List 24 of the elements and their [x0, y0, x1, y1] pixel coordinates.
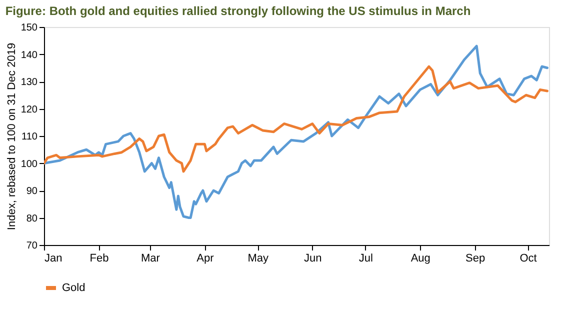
y-tick-label: 70	[26, 240, 38, 252]
x-tick-label: Jan	[44, 252, 62, 264]
x-tick-label: Mar	[140, 252, 160, 264]
y-tick-label: 120	[20, 104, 38, 116]
x-tick-label: Oct	[520, 252, 537, 264]
x-tick-label: Feb	[90, 252, 109, 264]
chart-title: Figure: Both gold and equities rallied strongly following the US stimulus in March	[5, 4, 471, 18]
x-tick-label: Apr	[196, 252, 214, 264]
x-tick-label: May	[248, 252, 270, 264]
line-series	[44, 44, 548, 219]
y-tick-label: 130	[20, 77, 38, 88]
x-tick-label: Sep	[466, 252, 486, 264]
x-tick-label: Jul	[358, 252, 373, 264]
y-tick-label: 100	[20, 158, 38, 170]
line-series	[44, 65, 548, 173]
y-tick-label: 110	[22, 132, 38, 142]
y-axis-title: Index, rebased to 100 on 31 Dec 2019	[6, 42, 18, 230]
y-tick-label: 150	[20, 22, 38, 34]
x-tick-label: Aug	[410, 252, 430, 264]
y-tick-label: 140	[20, 50, 38, 61]
y-tick-label: 80	[26, 213, 38, 224]
x-tick-label: Jun	[304, 252, 322, 264]
legend-label: Gold	[62, 282, 86, 294]
y-tick-label: 90	[26, 186, 38, 197]
